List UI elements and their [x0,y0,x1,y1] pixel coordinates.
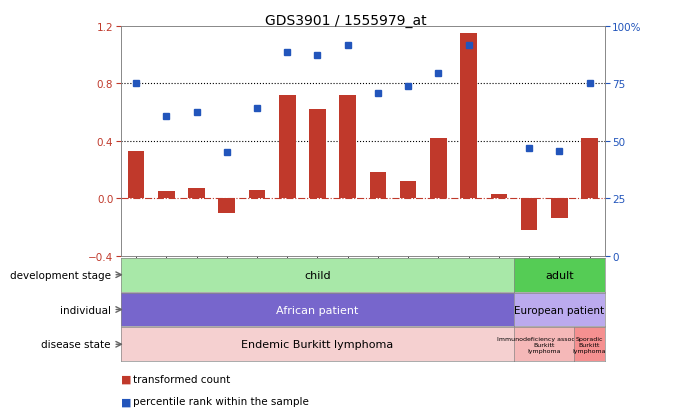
Bar [521,199,538,230]
Bar [249,190,265,199]
Bar [218,199,235,213]
Bar [581,139,598,199]
Bar [491,195,507,199]
Text: child: child [304,270,331,280]
Bar [339,95,356,199]
Bar [279,95,296,199]
Bar [309,110,325,199]
Text: percentile rank within the sample: percentile rank within the sample [133,396,310,406]
Text: disease state: disease state [41,339,111,349]
Bar [460,34,477,199]
Bar [128,152,144,199]
Text: development stage: development stage [10,270,111,280]
Bar [551,199,567,219]
Bar [188,189,205,199]
Text: ■: ■ [121,374,131,384]
Text: Immunodeficiency associated
Burkitt
lymphoma: Immunodeficiency associated Burkitt lymp… [498,336,591,353]
Text: transformed count: transformed count [133,374,231,384]
Text: adult: adult [545,270,574,280]
Text: European patient: European patient [514,305,605,315]
Bar [400,182,417,199]
Text: ■: ■ [121,396,131,406]
Text: African patient: African patient [276,305,359,315]
Text: individual: individual [59,305,111,315]
Bar [430,139,446,199]
Text: Sporadic
Burkitt
lymphoma: Sporadic Burkitt lymphoma [573,336,606,353]
Bar [158,192,175,199]
Text: GDS3901 / 1555979_at: GDS3901 / 1555979_at [265,14,426,28]
Text: Endemic Burkitt lymphoma: Endemic Burkitt lymphoma [241,339,394,349]
Bar [370,173,386,199]
